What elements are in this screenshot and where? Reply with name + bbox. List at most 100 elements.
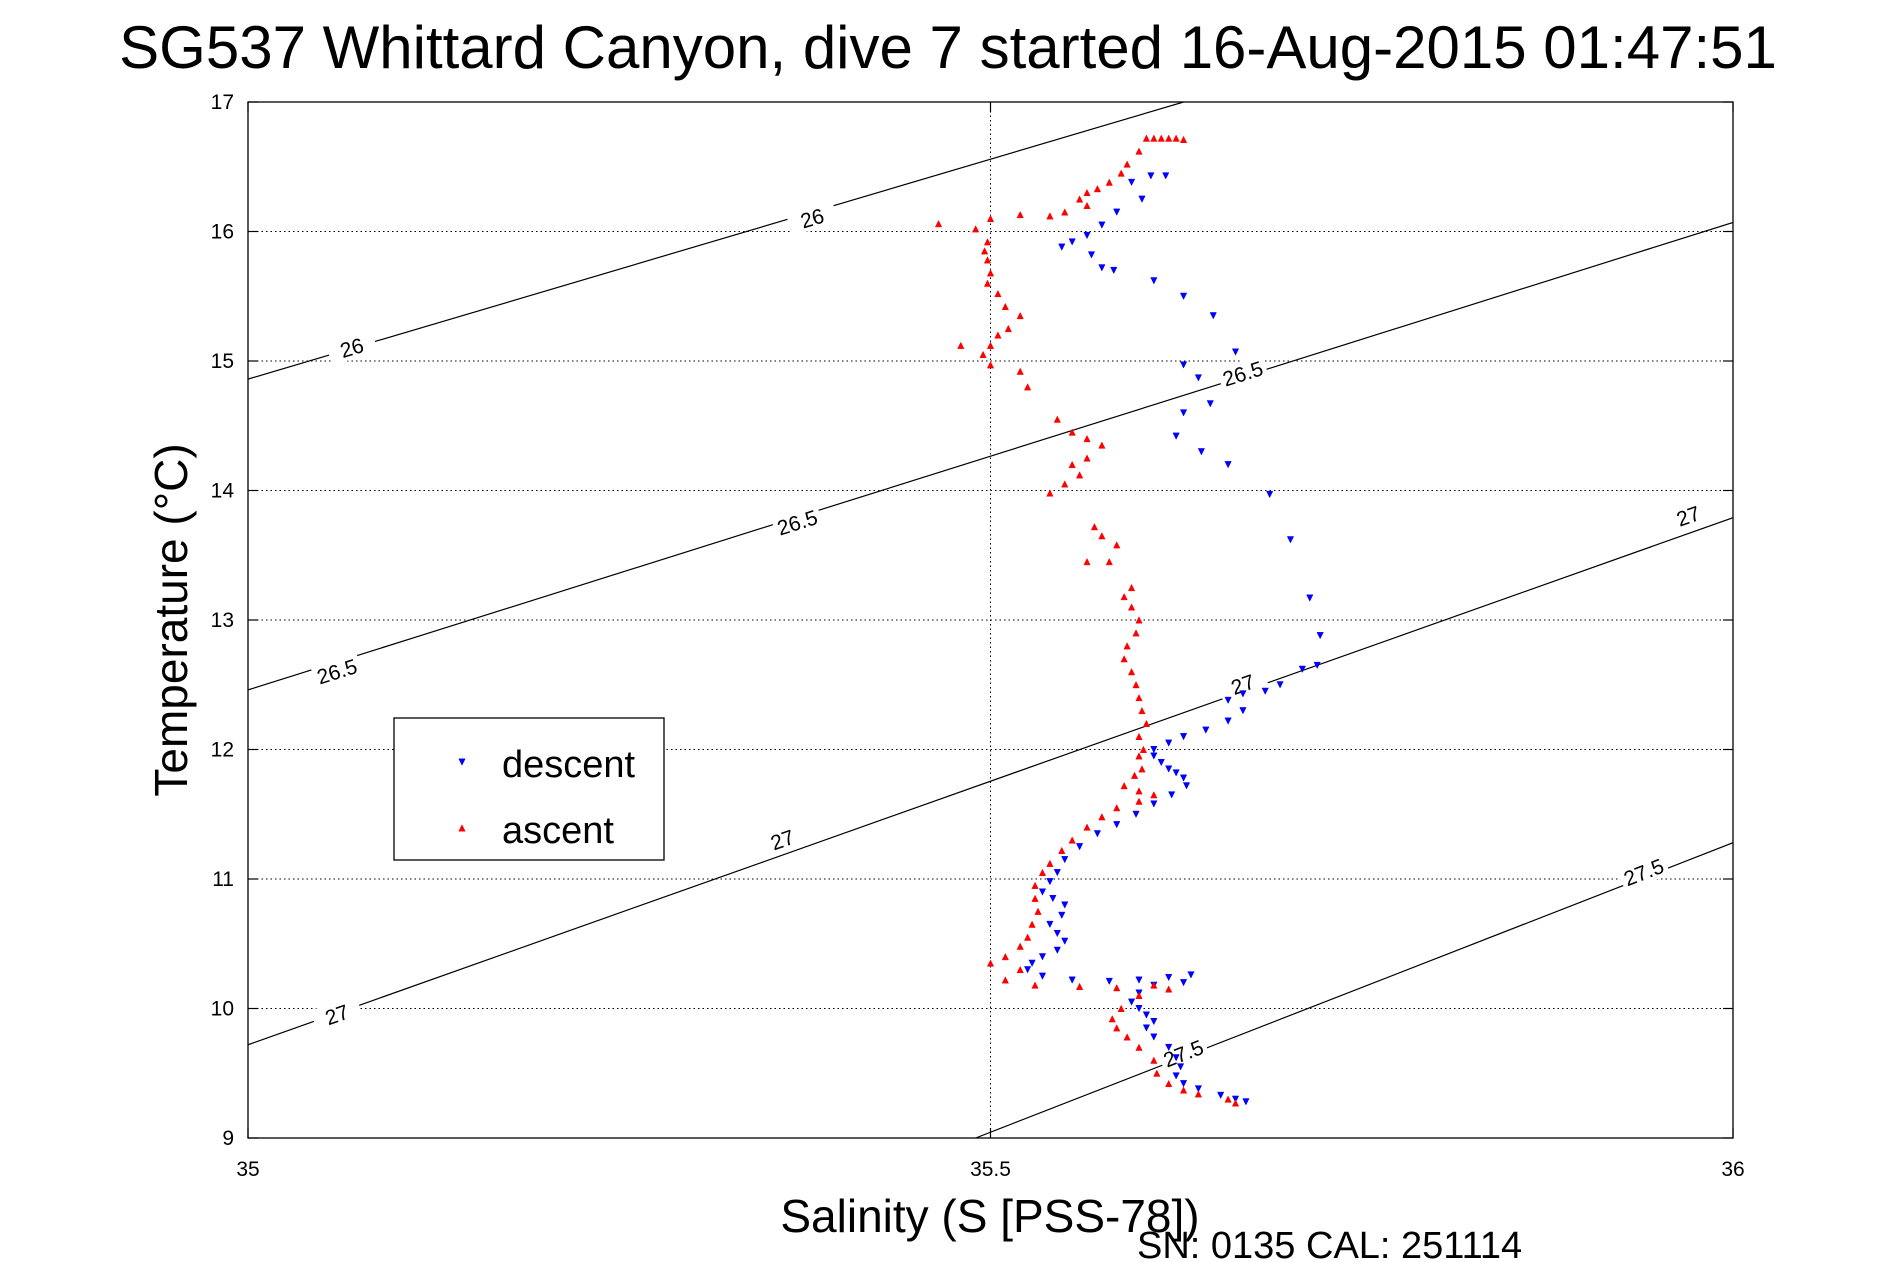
serial-calibration-footer: SN: 0135 CAL: 251114 — [1137, 1225, 1522, 1262]
descent-point — [1224, 696, 1232, 705]
ascent-point — [1231, 1099, 1240, 1107]
ascent-point — [1113, 804, 1121, 812]
legend-marker-descent-glyph — [458, 758, 466, 766]
descent-point — [1127, 998, 1136, 1006]
descent-point — [1187, 971, 1195, 979]
legend-marker-ascent — [458, 824, 466, 832]
descent-point — [1113, 821, 1121, 829]
ascent-point — [1138, 706, 1146, 715]
ascent-point — [1001, 976, 1009, 984]
ascent-point — [1001, 302, 1009, 311]
descent-point — [1083, 231, 1091, 240]
descent-point — [1316, 632, 1324, 640]
descent-point — [1038, 953, 1047, 961]
ascent-point — [986, 269, 995, 277]
ascent-point — [1117, 169, 1125, 177]
contour-line-27 — [248, 517, 1733, 1046]
legend: descent ascent — [393, 717, 665, 861]
descent-point — [1087, 251, 1096, 259]
ascent-point — [1098, 532, 1106, 540]
ascent-point — [1031, 894, 1039, 902]
ascent-point — [1117, 1004, 1125, 1012]
ascent-point — [1153, 1069, 1161, 1077]
ascent-point — [1068, 428, 1076, 436]
contour-label-27.5: 27.5 — [1161, 1036, 1207, 1072]
descent-point — [1176, 1063, 1185, 1071]
ascent-point — [1127, 583, 1136, 592]
descent-point — [1286, 536, 1295, 544]
ascent-point — [972, 225, 980, 233]
y-tick-label: 15 — [211, 350, 234, 373]
descent-point — [1147, 172, 1155, 180]
chart-title: SG537 Whittard Canyon, dive 7 started 16… — [119, 14, 1777, 81]
descent-point — [1172, 432, 1180, 440]
ascent-point — [1135, 693, 1143, 702]
ascent-point — [980, 247, 989, 255]
contour-label-bg — [1661, 496, 1715, 535]
descent-point — [1110, 266, 1118, 275]
ascent-point — [1083, 188, 1091, 197]
descent-point — [1038, 888, 1047, 896]
x-tick-label: 35.5 — [970, 1158, 1011, 1181]
descent-point — [1135, 1005, 1143, 1013]
ascent-point — [1135, 752, 1143, 760]
ascent-point — [1083, 557, 1091, 566]
ascent-point — [1031, 881, 1039, 889]
descent-point — [1231, 348, 1240, 356]
ascent-point — [1028, 920, 1036, 928]
ascent-point — [986, 341, 995, 349]
descent-point — [1165, 765, 1173, 773]
descent-point — [1038, 972, 1047, 980]
ascent-point — [1016, 210, 1024, 219]
contour-label-26.5: 26.5 — [1220, 357, 1266, 391]
ascent-point — [1016, 942, 1024, 950]
descent-point — [1266, 490, 1274, 499]
contour-label-bg — [1616, 851, 1671, 892]
ascent-point — [1135, 732, 1143, 740]
ascent-point — [934, 219, 943, 228]
descent-point — [1113, 208, 1121, 216]
ascent-point — [1127, 668, 1136, 676]
legend-label-descent: descent — [502, 744, 636, 786]
ascent-point — [1172, 134, 1180, 142]
ascent-point — [1135, 1043, 1143, 1051]
descent-point — [1194, 374, 1203, 382]
descent-point — [1224, 461, 1232, 469]
ascent-point — [1016, 311, 1024, 320]
descent-point — [1165, 739, 1173, 747]
ascent-point — [1135, 616, 1143, 624]
ascent-point — [1024, 933, 1032, 941]
ascent-point — [994, 331, 1002, 339]
ascent-point — [1046, 212, 1054, 220]
contour-label-26.5: 26.5 — [314, 655, 360, 689]
ascent-point — [1135, 797, 1143, 805]
descent-point — [1165, 1043, 1173, 1052]
ascent-point — [1224, 1095, 1232, 1103]
descent-point — [1179, 774, 1188, 782]
descent-point — [1261, 687, 1269, 695]
descent-point — [1172, 1054, 1180, 1062]
descent-point — [1209, 312, 1217, 320]
ascent-point — [1058, 846, 1066, 854]
descent-point — [1239, 690, 1247, 698]
ascent-point — [1150, 1056, 1158, 1064]
descent-point — [1028, 959, 1036, 967]
ascent-point — [1123, 642, 1131, 650]
ascent-point — [1139, 745, 1148, 753]
ascent-point — [1123, 160, 1131, 168]
descent-point — [1242, 1098, 1250, 1106]
descent-point — [1150, 277, 1158, 285]
descent-point — [1306, 594, 1314, 602]
descent-point — [1093, 830, 1102, 838]
descent-point — [1132, 810, 1140, 819]
ascent-point — [1090, 523, 1099, 531]
descent-point — [1194, 1085, 1203, 1093]
contour-label-bg — [1216, 354, 1270, 392]
ascent-point — [1135, 787, 1143, 795]
contour-label-bg — [755, 819, 809, 859]
descent-point — [1172, 769, 1180, 777]
descent-point — [1224, 717, 1232, 725]
y-tick-label: 17 — [211, 91, 234, 114]
y-tick-label: 12 — [211, 739, 234, 762]
